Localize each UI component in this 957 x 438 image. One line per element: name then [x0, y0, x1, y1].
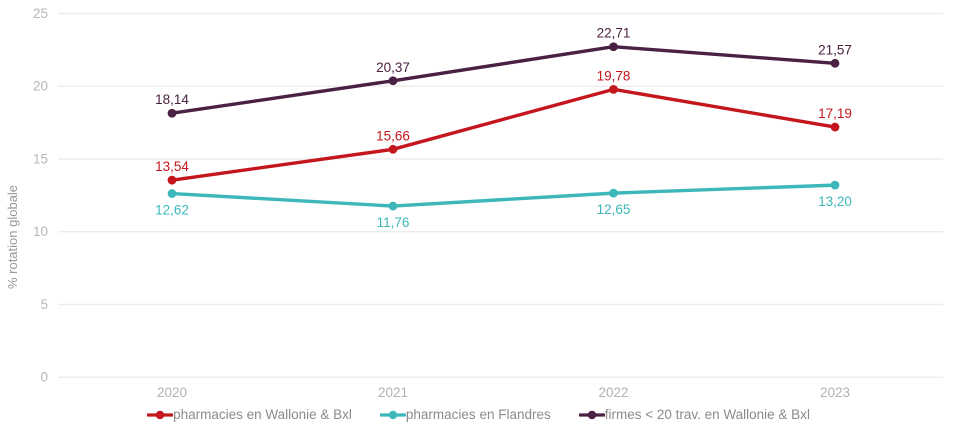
y-tick-label-0: 0: [40, 370, 48, 385]
legend-label-0: pharmacies en Wallonie & Bxl: [173, 407, 352, 422]
data-point-2-2022: [609, 42, 618, 52]
data-point-0-2023: [830, 122, 840, 132]
data-point-2-2023: [830, 58, 840, 68]
legend-marker-icon: [578, 410, 605, 419]
chart-legend: pharmacies en Wallonie & Bxl pharmacies e…: [0, 407, 957, 422]
data-point-1-2022: [609, 188, 618, 198]
legend-marker-icon: [147, 410, 174, 419]
data-point-2-2020: [167, 108, 177, 118]
data-label-0-2021: 15,66: [376, 128, 410, 143]
data-label-2-2020: 18,14: [155, 92, 189, 107]
x-axis-label-2022: 2022: [598, 385, 628, 400]
x-axis-label-2021: 2021: [378, 385, 408, 400]
legend-item-0: pharmacies en Wallonie & Bxl: [147, 407, 352, 422]
data-label-2-2021: 20,37: [376, 60, 410, 75]
y-tick-label-5: 5: [40, 297, 48, 312]
legend-item-2: firmes < 20 trav. en Wallonie & Bxl: [578, 407, 810, 422]
legend-marker-icon: [379, 410, 406, 419]
legend-label-2: firmes < 20 trav. en Wallonie & Bxl: [604, 407, 810, 422]
x-axis-label-2023: 2023: [820, 385, 850, 400]
data-label-1-2021: 11,76: [377, 215, 410, 230]
y-tick-label-10: 10: [33, 224, 48, 239]
series-line-0: [170, 87, 837, 182]
data-label-0-2023: 17,19: [818, 106, 852, 121]
data-point-2-2021: [388, 76, 398, 86]
data-label-2-2023: 21,57: [818, 42, 852, 57]
y-tick-label-25: 25: [33, 6, 48, 21]
data-point-0-2020: [167, 175, 177, 185]
data-point-1-2023: [830, 180, 840, 190]
data-point-0-2021: [388, 144, 398, 154]
data-point-1-2021: [388, 201, 398, 211]
data-label-1-2020: 12,62: [155, 203, 189, 218]
y-tick-label-20: 20: [33, 79, 48, 94]
series-line-2: [170, 45, 837, 115]
data-label-2-2022: 22,71: [597, 26, 631, 41]
legend-item-1: pharmacies en Flandres: [379, 407, 551, 422]
series-line-1: [170, 183, 837, 208]
data-point-1-2020: [167, 189, 177, 198]
y-tick-label-15: 15: [33, 151, 48, 166]
data-label-0-2020: 13,54: [155, 159, 189, 174]
data-label-1-2023: 13,20: [818, 194, 852, 209]
y-axis-title: % rotation globale: [5, 185, 20, 289]
data-label-0-2022: 19,78: [597, 68, 631, 83]
data-point-0-2022: [609, 84, 618, 94]
x-axis-label-2020: 2020: [157, 385, 187, 400]
data-label-1-2022: 12,65: [597, 202, 631, 217]
legend-label-1: pharmacies en Flandres: [405, 407, 551, 422]
